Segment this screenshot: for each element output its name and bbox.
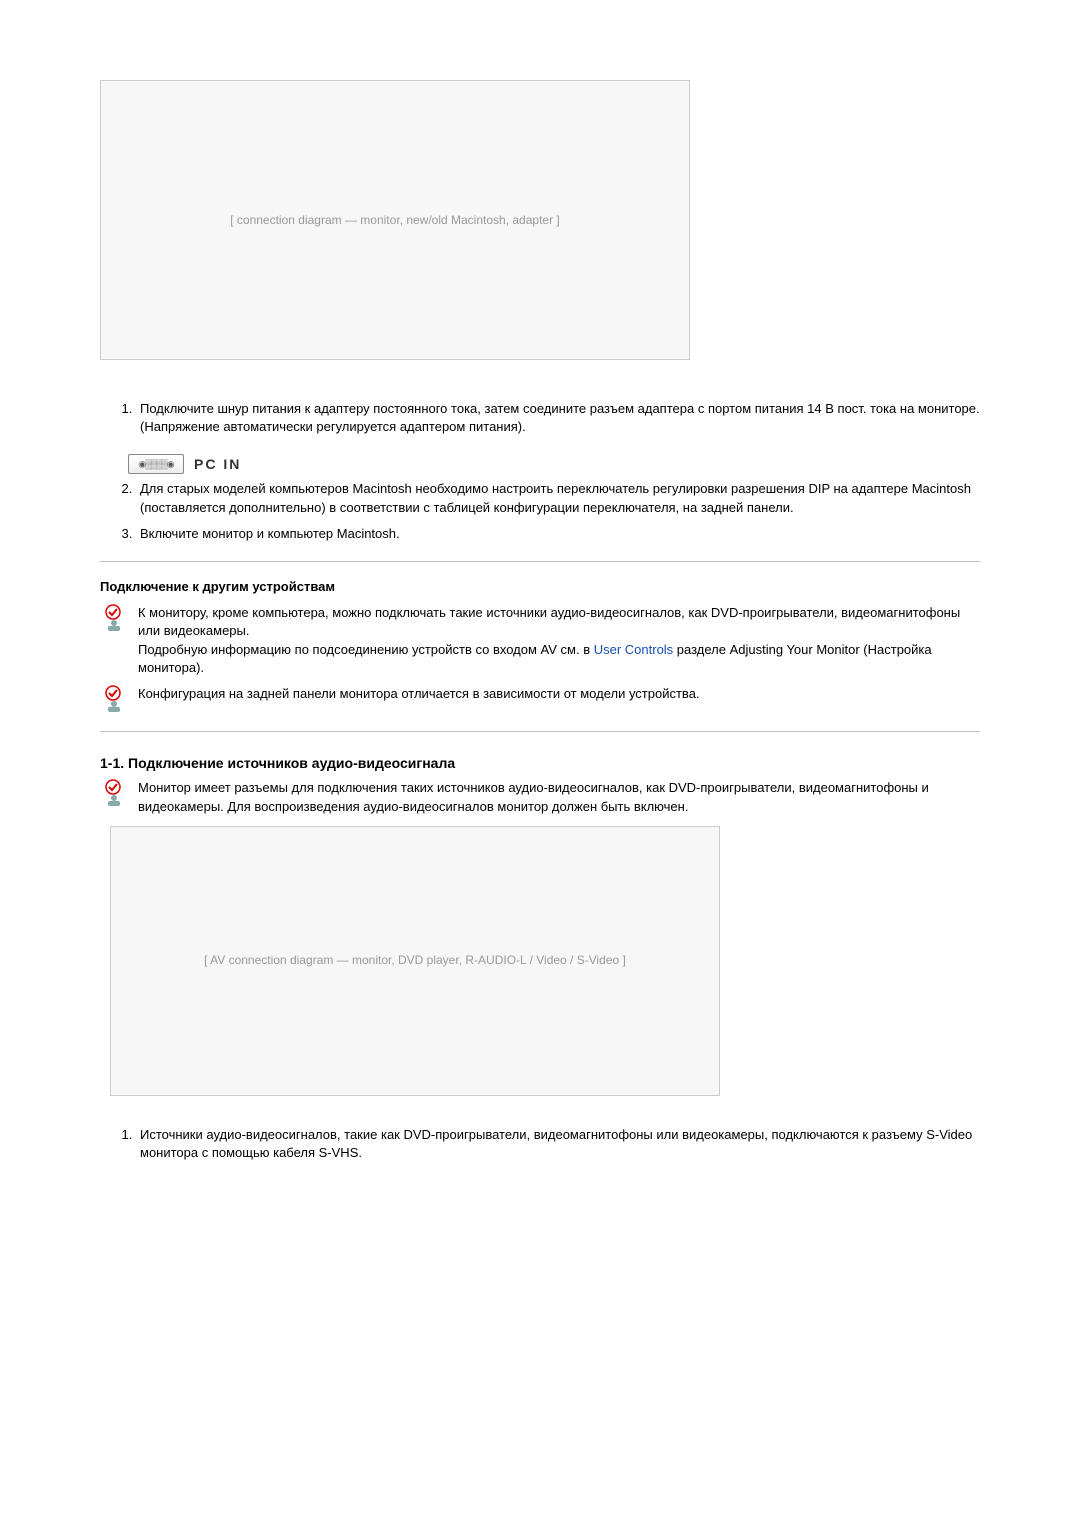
instructions-top-list: Подключите шнур питания к адаптеру посто…: [136, 400, 980, 436]
user-controls-link[interactable]: User Controls: [594, 642, 673, 657]
section-title-av-sources: 1-1. Подключение источников аудио-видеос…: [100, 754, 980, 774]
connection-diagram-1: [ connection diagram — monitor, new/old …: [100, 80, 690, 360]
pc-in-row: ◉▒▒▒▒◉ PC IN: [128, 454, 980, 474]
note-row-2: Конфигурация на задней панели монитора о…: [100, 685, 980, 713]
note-text-1a: К монитору, кроме компьютера, можно подк…: [138, 605, 960, 638]
note-row-1: К монитору, кроме компьютера, можно подк…: [100, 604, 980, 677]
connection-diagram-2: [ AV connection diagram — monitor, DVD p…: [110, 826, 720, 1096]
note-row-av-intro: Монитор имеет разъемы для подключения та…: [100, 779, 980, 815]
note-text-1: К монитору, кроме компьютера, можно подк…: [138, 604, 980, 677]
divider: [100, 731, 980, 732]
instructions-top-list-cont: Для старых моделей компьютеров Macintosh…: [136, 480, 980, 543]
checkmark-person-icon: [100, 604, 128, 632]
pc-in-label: PC IN: [194, 455, 241, 475]
vga-port-icon: ◉▒▒▒▒◉: [128, 454, 184, 474]
instructions-av-list: Источники аудио-видеосигналов, такие как…: [136, 1126, 980, 1162]
divider: [100, 561, 980, 562]
note-text-av-intro: Монитор имеет разъемы для подключения та…: [138, 779, 980, 815]
note-text-2: Конфигурация на задней панели монитора о…: [138, 685, 980, 703]
instruction-av-item-1: Источники аудио-видеосигналов, такие как…: [136, 1126, 980, 1162]
checkmark-person-icon: [100, 779, 128, 807]
checkmark-person-icon: [100, 685, 128, 713]
note-text-1b1: Подробную информацию по подсоединению ус…: [138, 642, 594, 657]
instruction-item-1: Подключите шнур питания к адаптеру посто…: [136, 400, 980, 436]
section-title-other-devices: Подключение к другим устройствам: [100, 578, 980, 596]
instruction-item-3: Включите монитор и компьютер Macintosh.: [136, 525, 980, 543]
instruction-item-2: Для старых моделей компьютеров Macintosh…: [136, 480, 980, 516]
